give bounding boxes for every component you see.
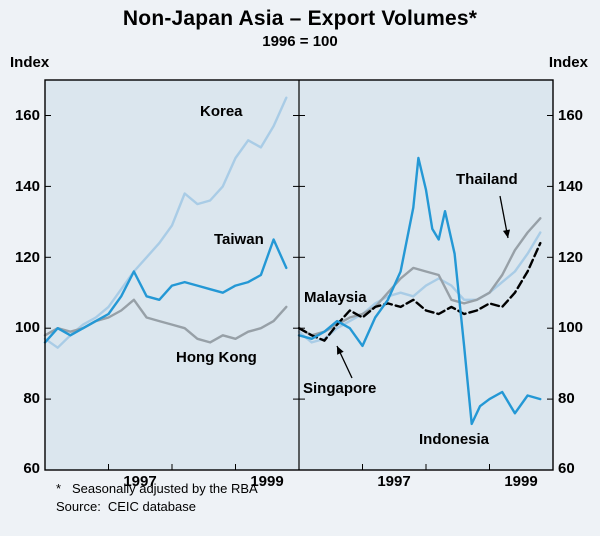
y-tick-label: 100 [14,319,40,336]
y-tick-label: 60 [558,460,575,477]
y-tick-label: 100 [558,319,584,336]
footnote-text: Seasonally adjusted by the RBA [72,481,258,496]
y-tick-label: 80 [558,390,575,407]
y-tick-label: 160 [14,107,40,124]
singapore-arrow-icon [337,346,344,355]
series-label-korea: Korea [200,103,243,120]
series-line-korea [43,96,288,349]
footnote-marker: * [56,481,62,496]
y-tick-label: 140 [14,178,40,195]
footnote: * Seasonally adjusted by the RBA [56,481,258,496]
y-tick-label: 60 [23,460,40,477]
y-tick-label: 140 [558,178,584,195]
y-tick-label: 80 [23,390,40,407]
series-line-malaysia [297,231,542,344]
series-label-malaysia: Malaysia [304,289,367,306]
series-line-indonesia [297,156,542,426]
y-tick-label: 160 [558,107,584,124]
source-label: Source: [56,499,101,514]
x-tick-label: 1999 [504,473,538,490]
chart-title: Non-Japan Asia – Export Volumes* [122,7,478,30]
series-label-singapore: Singapore [303,380,377,397]
chart-subtitle: 1996 = 100 [262,33,338,50]
series-label-taiwan: Taiwan [214,231,264,248]
source-note: Source: CEIC database [56,499,196,514]
series-line-taiwan [43,238,288,344]
source-text: CEIC database [107,499,196,514]
series-label-hong-kong: Hong Kong [176,349,257,366]
x-tick-label: 1997 [123,473,157,490]
y-tick-label: 120 [14,249,40,266]
thailand-arrow-icon [502,229,511,238]
x-tick-label: 1999 [250,473,284,490]
series-label-thailand: Thailand [456,171,518,188]
y-tick-label: 120 [558,249,584,266]
y-axis-unit-right: Index [548,54,588,71]
y-axis-unit-left: Index [10,54,50,71]
series-label-indonesia: Indonesia [419,431,490,448]
x-tick-label: 1997 [377,473,411,490]
